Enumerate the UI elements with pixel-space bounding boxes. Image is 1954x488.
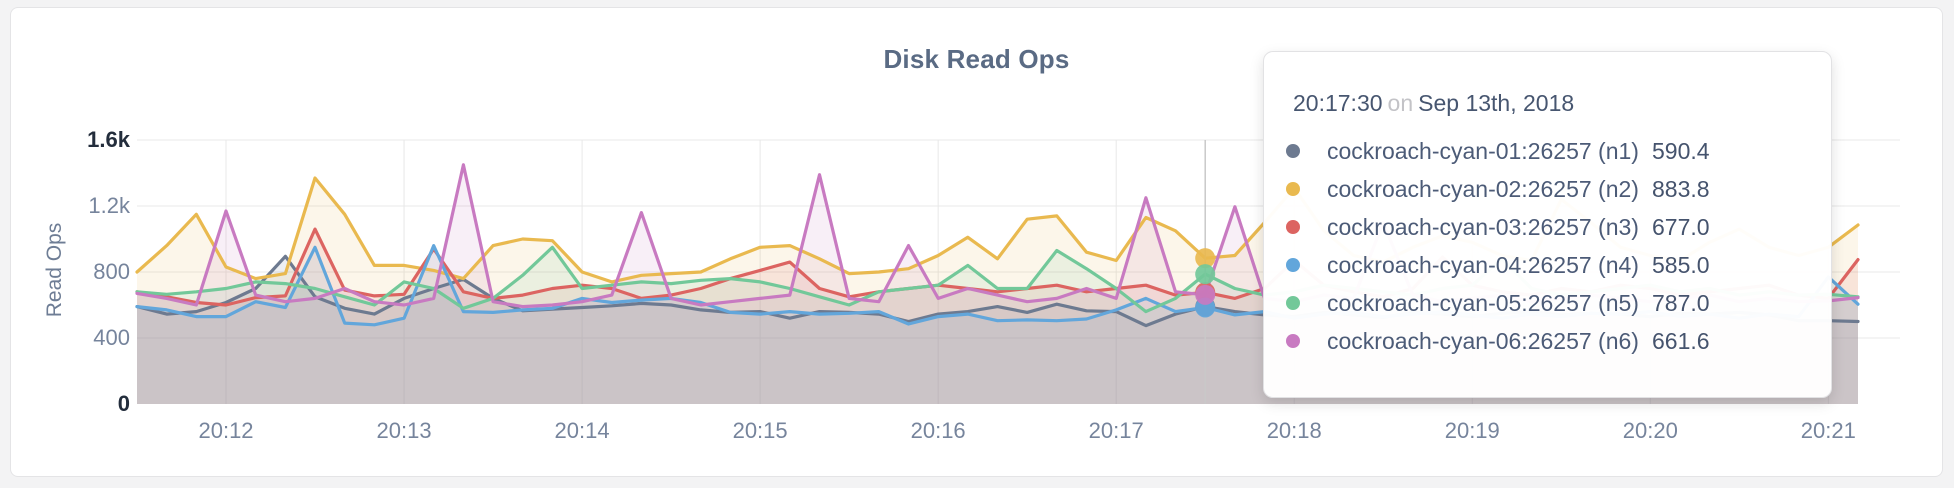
x-tick-label: 20:19 [1444,418,1500,443]
x-tick-label: 20:18 [1266,418,1322,443]
hover-point-dot [1195,284,1216,305]
tooltip-series-label: cockroach-cyan-05:26257 (n5) [1327,289,1639,316]
tooltip-series-value: 883.8 [1652,175,1710,202]
series-color-dot-icon [1286,182,1300,196]
tooltip-series-label: cockroach-cyan-03:26257 (n3) [1327,213,1639,240]
tooltip-series-label: cockroach-cyan-06:26257 (n6) [1327,327,1639,354]
tooltip-row: cockroach-cyan-05:26257 (n5) 787.0 [1286,284,1831,322]
y-tick-label: 800 [93,259,130,284]
tooltip-row: cockroach-cyan-02:26257 (n2) 883.8 [1286,170,1831,208]
tooltip-header: 20:17:30 on Sep 13th, 2018 [1293,90,1831,117]
tooltip-row: cockroach-cyan-01:26257 (n1) 590.4 [1286,132,1831,170]
x-tick-label: 20:12 [198,418,254,443]
y-tick-label: 1.6k [87,127,130,152]
x-tick-label: 20:13 [376,418,432,443]
tooltip-series-value: 590.4 [1652,137,1710,164]
x-tick-label: 20:14 [554,418,610,443]
tooltip-series-value: 585.0 [1652,251,1710,278]
series-color-dot-icon [1286,296,1300,310]
chart-title: Disk Read Ops [883,44,1070,74]
tooltip-series-label: cockroach-cyan-02:26257 (n2) [1327,175,1639,202]
series-color-dot-icon [1286,144,1300,158]
hover-point-dot [1195,264,1216,285]
series-color-dot-icon [1286,220,1300,234]
tooltip-series-value: 661.6 [1652,327,1710,354]
tooltip-series-value: 677.0 [1652,213,1710,240]
tooltip-row: cockroach-cyan-04:26257 (n4) 585.0 [1286,246,1831,284]
x-tick-label: 20:16 [910,418,966,443]
tooltip-on: on [1387,90,1414,116]
tooltip-date: Sep 13th, 2018 [1418,90,1575,116]
chart-tooltip: 20:17:30 on Sep 13th, 2018 cockroach-cyan-… [1263,51,1832,398]
y-tick-label: 0 [117,391,130,416]
y-tick-label: 1.2k [88,193,130,218]
x-tick-label: 20:21 [1800,418,1856,443]
x-tick-label: 20:15 [732,418,788,443]
tooltip-row: cockroach-cyan-06:26257 (n6) 661.6 [1286,322,1831,360]
tooltip-time: 20:17:30 [1293,90,1383,116]
series-color-dot-icon [1286,334,1300,348]
tooltip-series-label: cockroach-cyan-01:26257 (n1) [1327,137,1639,164]
tooltip-series-value: 787.0 [1652,289,1710,316]
tooltip-series-label: cockroach-cyan-04:26257 (n4) [1327,251,1639,278]
hover-point-dot [1195,248,1216,269]
series-color-dot-icon [1286,258,1300,272]
tooltip-row: cockroach-cyan-03:26257 (n3) 677.0 [1286,208,1831,246]
tooltip-rows: cockroach-cyan-01:26257 (n1) 590.4 cockroa… [1286,132,1831,360]
x-tick-label: 20:17 [1088,418,1144,443]
y-tick-label: 400 [93,325,130,350]
x-tick-label: 20:20 [1622,418,1678,443]
